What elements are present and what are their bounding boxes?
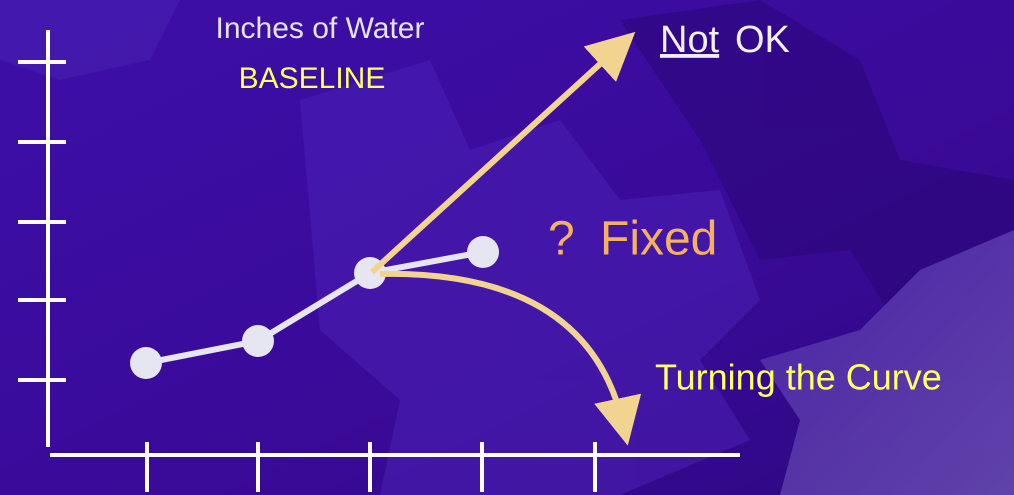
baseline-curve [130,236,499,379]
label-turning: Turning the Curve [655,357,942,398]
label-fixed: Fixed [600,213,717,266]
subtitle: BASELINE [239,62,386,95]
label-question: ? [548,213,575,266]
label-not: Not [660,19,720,61]
title: Inches of Water [216,12,425,45]
label-ok: OK [735,19,790,61]
arrows [369,31,642,446]
axes [18,30,740,492]
